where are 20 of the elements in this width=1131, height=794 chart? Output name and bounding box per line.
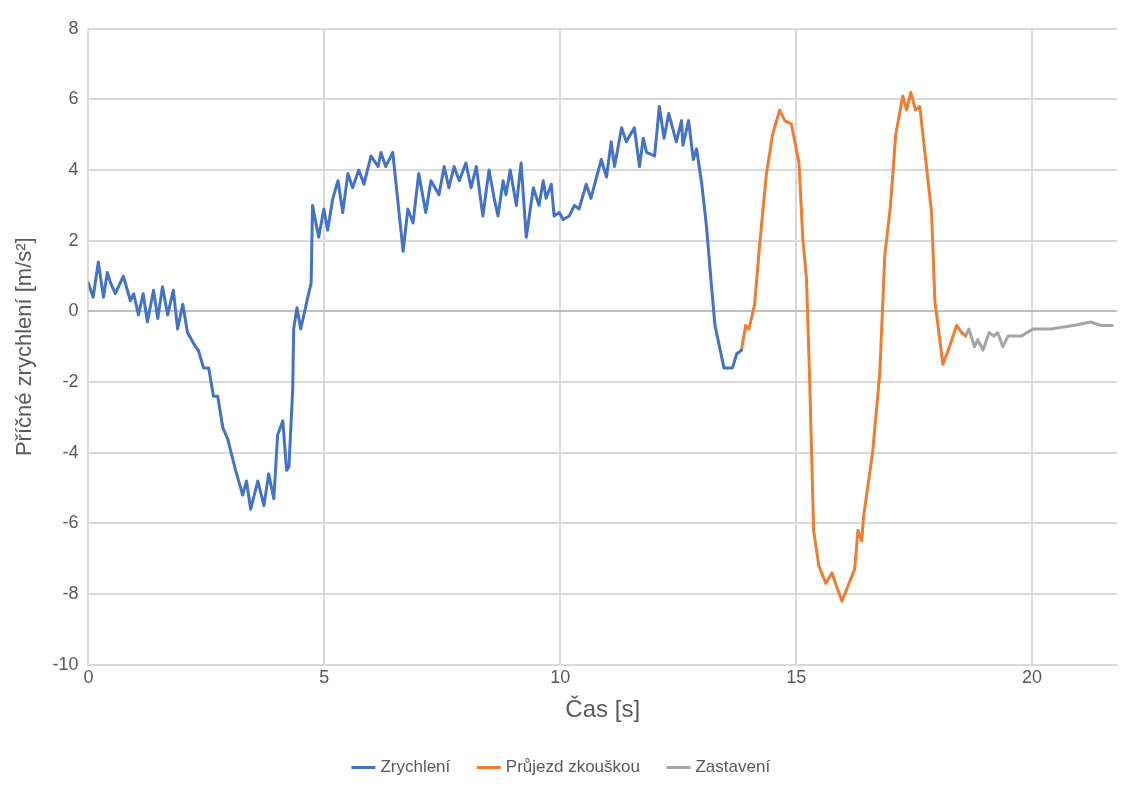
y-tick-label: 4 <box>68 159 79 180</box>
x-axis-title: Čas [s] <box>565 695 641 723</box>
y-tick-label: -10 <box>52 653 79 674</box>
legend-label: Zrychlení <box>380 757 451 777</box>
x-tick-label: 5 <box>319 667 330 688</box>
y-tick-label: 0 <box>68 300 79 321</box>
y-tick-label: 2 <box>68 229 79 250</box>
y-tick-label: -4 <box>62 441 79 462</box>
y-tick-label: -2 <box>62 370 79 391</box>
legend-label: Zastavení <box>695 757 771 777</box>
legend-label: Průjezd zkouškou <box>505 757 640 777</box>
y-tick-label: 6 <box>68 88 79 109</box>
y-axis-title: Příčné zrychlení [m/s²] <box>11 237 37 457</box>
y-tick-label: -8 <box>62 582 79 603</box>
y-tick-label: -6 <box>62 512 79 533</box>
x-tick-label: 10 <box>550 667 571 688</box>
y-tick-label: 8 <box>68 17 79 38</box>
x-tick-label: 15 <box>786 667 807 688</box>
x-tick-label: 0 <box>83 667 94 688</box>
x-tick-label: 20 <box>1022 667 1043 688</box>
